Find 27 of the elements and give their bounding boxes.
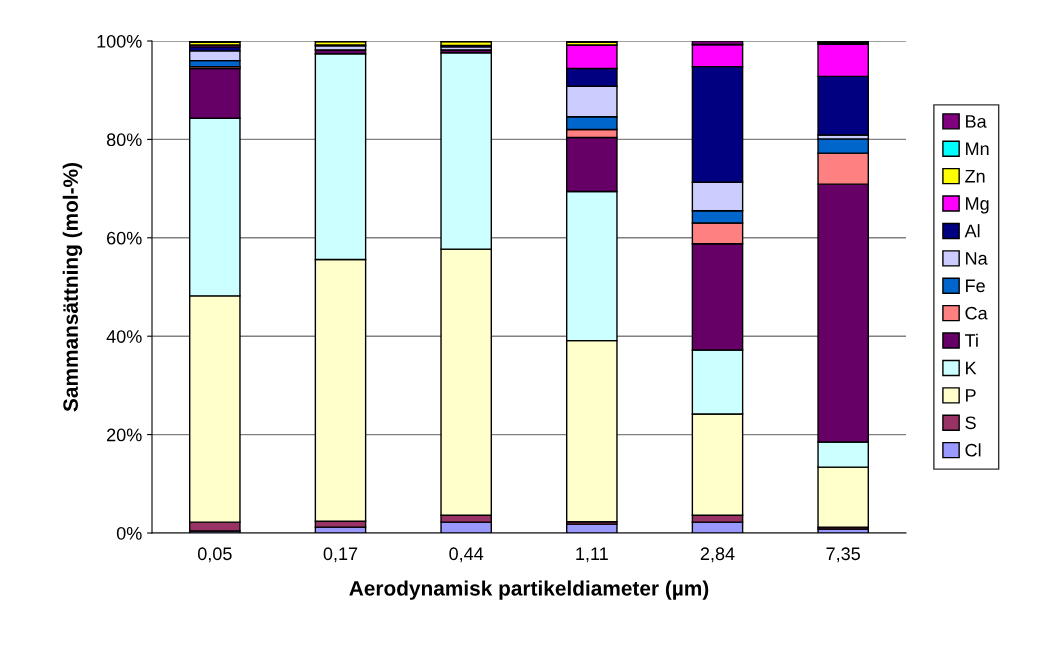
y-tick-label: 80%	[106, 133, 142, 147]
y-tick-label: 0%	[116, 526, 142, 540]
legend-label: Al	[964, 224, 980, 238]
legend-label: Ti	[964, 333, 978, 347]
x-tick-label: 0,05	[197, 547, 232, 563]
y-tick-label: 40%	[106, 330, 142, 343]
legend-label: Zn	[965, 169, 985, 183]
x-axis-title: Aerodynamisk partikeldiameter (µm)	[349, 580, 709, 600]
legend-label: Mg	[966, 197, 989, 214]
legend-label: Ca	[965, 306, 988, 320]
y-tick-label: 60%	[107, 231, 142, 245]
legend-label: P	[966, 389, 976, 402]
x-tick-label: 0,44	[449, 547, 484, 563]
legend-label: Cl	[965, 443, 981, 457]
legend-label: S	[965, 416, 976, 430]
legend-label: Ba	[966, 115, 987, 128]
legend-label: Mn	[966, 142, 989, 155]
legend-label: Fe	[966, 279, 985, 293]
x-tick-label: 1,11	[576, 547, 608, 563]
legend-label: Na	[966, 252, 988, 265]
x-tick-label: 0,17	[323, 547, 358, 563]
y-tick-label: 20%	[107, 428, 142, 442]
x-tick-label: 7,35	[826, 547, 860, 563]
legend-label: K	[966, 361, 977, 375]
y-axis-title: Sammansättning (mol-%)	[62, 163, 83, 412]
x-tick-label: 2,84	[700, 547, 735, 563]
y-tick-label: 100%	[97, 34, 142, 48]
